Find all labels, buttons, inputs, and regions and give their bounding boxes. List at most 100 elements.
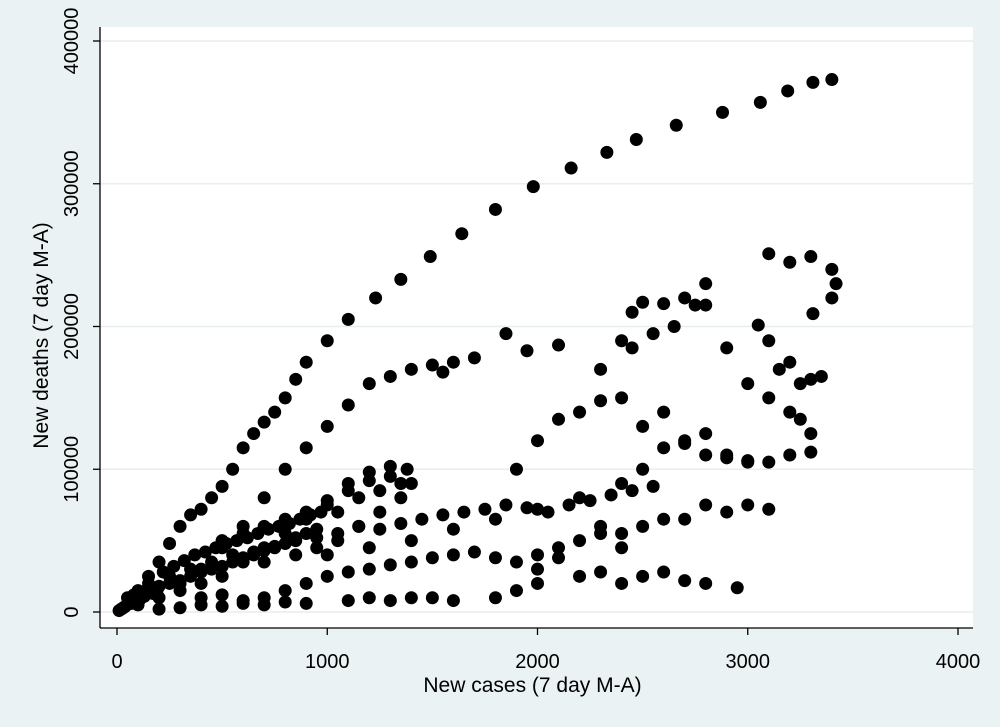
- data-point: [404, 534, 418, 548]
- data-point: [331, 505, 345, 519]
- data-point: [320, 419, 334, 433]
- data-point: [236, 596, 250, 610]
- data-point: [257, 491, 271, 505]
- data-point: [278, 595, 292, 609]
- data-point: [531, 576, 544, 590]
- data-points: [112, 73, 843, 618]
- data-point: [636, 569, 650, 583]
- data-point: [531, 548, 544, 562]
- data-point: [526, 180, 540, 194]
- data-point: [573, 534, 587, 548]
- data-point: [488, 551, 502, 565]
- data-point: [320, 548, 334, 562]
- data-point: [615, 541, 629, 555]
- data-point: [341, 398, 355, 412]
- data-point: [282, 516, 296, 530]
- data-point: [341, 312, 355, 326]
- data-point: [299, 596, 313, 610]
- data-point: [163, 536, 177, 550]
- data-point: [509, 555, 523, 569]
- data-point: [804, 250, 818, 264]
- data-point: [783, 355, 797, 369]
- data-point: [825, 73, 839, 87]
- data-point: [299, 441, 313, 455]
- data-point: [150, 584, 164, 598]
- data-point: [240, 531, 254, 545]
- data-point: [257, 555, 271, 569]
- data-point: [636, 519, 650, 533]
- x-tick-label: 3000: [726, 651, 771, 673]
- data-point: [625, 305, 639, 319]
- data-point: [314, 505, 328, 519]
- data-point: [383, 594, 397, 608]
- data-point: [829, 277, 843, 291]
- data-point: [268, 539, 282, 553]
- data-point: [720, 341, 734, 355]
- data-point: [446, 594, 460, 608]
- data-point: [804, 445, 818, 459]
- data-point: [488, 512, 502, 526]
- data-point: [762, 247, 776, 261]
- data-point: [310, 541, 324, 555]
- data-point: [531, 502, 544, 516]
- data-point: [362, 377, 376, 391]
- data-point: [594, 394, 608, 408]
- data-point: [261, 522, 275, 536]
- data-point: [552, 338, 566, 352]
- data-point: [383, 369, 397, 383]
- data-point: [352, 519, 366, 533]
- data-point: [383, 469, 397, 483]
- data-point: [268, 405, 282, 419]
- data-point: [455, 227, 469, 241]
- y-tick-label: 400000: [61, 8, 83, 75]
- data-point: [636, 419, 650, 433]
- data-point: [310, 522, 324, 536]
- data-point: [215, 479, 229, 493]
- data-point: [552, 412, 566, 426]
- data-point: [594, 526, 608, 540]
- data-point: [573, 491, 587, 505]
- data-point: [404, 591, 418, 605]
- data-point: [625, 341, 639, 355]
- data-point: [636, 295, 650, 309]
- data-point: [278, 391, 292, 405]
- data-point: [194, 598, 208, 612]
- data-point: [783, 255, 797, 269]
- data-point: [320, 334, 334, 348]
- data-point: [362, 541, 376, 555]
- data-point: [215, 569, 229, 583]
- data-point: [720, 505, 734, 519]
- data-point: [163, 576, 177, 590]
- data-point: [226, 555, 240, 569]
- data-point: [230, 534, 244, 548]
- data-point: [209, 541, 223, 555]
- data-point: [362, 474, 376, 488]
- data-point: [646, 327, 660, 341]
- data-point: [173, 519, 187, 533]
- data-point: [678, 291, 692, 305]
- data-point: [320, 569, 334, 583]
- data-point: [699, 498, 713, 512]
- data-point: [488, 591, 502, 605]
- data-point: [762, 391, 776, 405]
- x-tick-label: 4000: [936, 651, 981, 673]
- data-point: [629, 132, 643, 146]
- data-point: [303, 508, 317, 522]
- data-point: [806, 307, 820, 321]
- data-point: [806, 75, 820, 89]
- data-point: [369, 291, 383, 305]
- data-point: [194, 576, 208, 590]
- data-point: [293, 512, 307, 526]
- data-point: [236, 441, 250, 455]
- data-point: [299, 526, 313, 540]
- data-point: [272, 519, 286, 533]
- data-point: [730, 581, 744, 595]
- data-point: [446, 548, 460, 562]
- data-point: [699, 298, 713, 312]
- data-point: [404, 477, 418, 491]
- data-point: [583, 494, 597, 508]
- data-point: [436, 365, 450, 379]
- data-point: [289, 372, 303, 386]
- data-point: [404, 555, 418, 569]
- data-point: [564, 161, 578, 175]
